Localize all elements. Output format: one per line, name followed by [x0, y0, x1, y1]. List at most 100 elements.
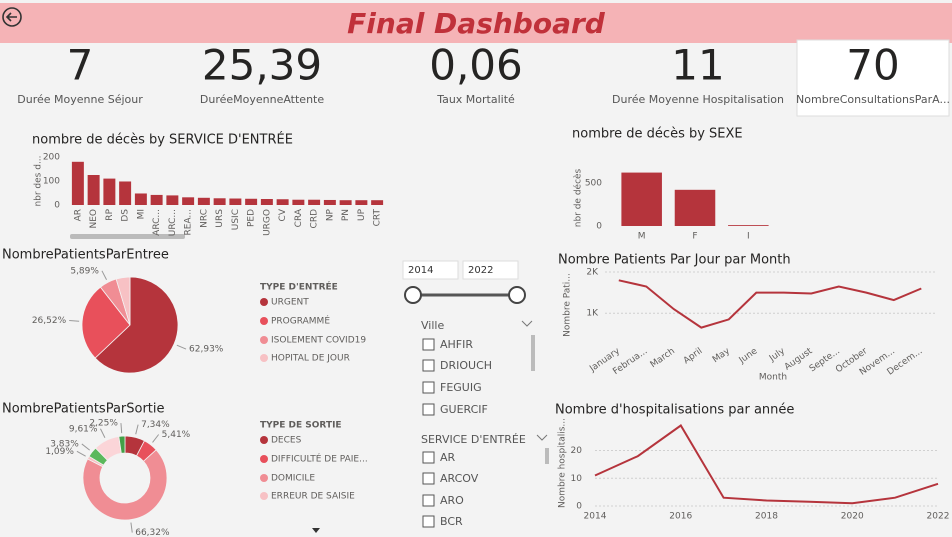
leader-line — [81, 443, 90, 451]
legend-swatch — [260, 298, 268, 306]
checkbox[interactable] — [422, 494, 435, 507]
data-label: 2,25% — [89, 419, 118, 429]
x-tick-label: 2018 — [755, 512, 778, 522]
bar — [103, 178, 116, 205]
x-tick-label: UP — [357, 208, 367, 221]
chart-title: nombre de décès by SEXE — [572, 127, 743, 142]
slicer-item[interactable]: AHFIR — [440, 338, 473, 351]
legend-swatch — [260, 455, 268, 463]
checkbox[interactable] — [422, 338, 435, 351]
checkbox[interactable] — [422, 359, 435, 372]
legend-label: ISOLEMENT COVID19 — [271, 336, 366, 346]
x-tick-label: NRC — [199, 209, 209, 228]
leader-line — [76, 450, 86, 457]
bar — [229, 198, 242, 205]
slider-handle[interactable] — [404, 286, 422, 304]
x-tick-label: 2020 — [841, 512, 864, 522]
x-tick-label: USIC — [231, 209, 241, 230]
bar — [150, 194, 163, 205]
y-tick-label: 2K — [586, 268, 599, 278]
chevron[interactable] — [521, 320, 533, 327]
kpi-card — [796, 39, 950, 117]
legend-swatch — [260, 436, 268, 444]
slicer-item[interactable]: ARCOV — [440, 472, 479, 485]
back-button[interactable] — [2, 7, 22, 27]
kpi-label: Taux Mortalité — [436, 93, 515, 106]
slicer-item[interactable]: BCR — [440, 515, 463, 528]
bar — [276, 199, 289, 205]
slicer-item[interactable]: AR — [440, 451, 456, 464]
back-circle[interactable] — [2, 7, 22, 27]
kpi-value: 25,39 — [202, 41, 322, 90]
data-label: 26,52% — [32, 316, 67, 326]
x-tick-label: RP — [105, 208, 115, 220]
x-tick-label: PN — [341, 209, 351, 221]
leader-line — [120, 423, 123, 434]
slicer-item[interactable]: GUERCIF — [440, 403, 488, 416]
date-from[interactable]: 2014 — [408, 265, 433, 276]
chevron[interactable] — [536, 434, 548, 441]
legend-label: DIFFICULTÉ DE PAIE... — [271, 453, 368, 465]
scrollbar[interactable] — [70, 234, 185, 239]
kpi-label: NombreConsultationsParA... — [796, 93, 950, 106]
legend-label: DOMICILE — [271, 474, 315, 484]
bar — [119, 181, 132, 205]
date-box[interactable] — [462, 260, 519, 280]
checkbox[interactable] — [422, 515, 435, 528]
x-tick-label: REA... — [184, 209, 194, 236]
scrollbar[interactable] — [531, 335, 535, 371]
slice — [115, 276, 131, 326]
back-arrow[interactable] — [5, 12, 17, 22]
slicer-item[interactable]: FEGUIG — [440, 381, 482, 394]
data-label: 5,41% — [162, 430, 191, 440]
data-label: 3,83% — [50, 439, 79, 449]
x-tick-label: URGO — [262, 209, 272, 236]
legend-title: TYPE DE SORTIE — [260, 421, 342, 431]
x-tick-label: URS — [215, 209, 225, 228]
legend-label: HOPITAL DE JOUR — [271, 354, 350, 364]
leader-line — [100, 428, 106, 438]
y-tick-label: 0 — [576, 502, 582, 512]
checkbox[interactable] — [422, 451, 435, 464]
checkbox[interactable] — [422, 381, 435, 394]
legend-swatch — [260, 492, 268, 500]
slicer-item[interactable]: ARO — [440, 494, 464, 507]
y-tick-label: 1K — [586, 309, 599, 319]
x-tick-label: MI — [136, 209, 146, 219]
bar — [213, 198, 226, 205]
legend-more[interactable] — [312, 528, 320, 533]
y-axis-label: nbr de décès — [573, 168, 584, 227]
checkbox[interactable] — [422, 403, 435, 416]
x-tick-label: URC... — [168, 209, 178, 236]
checkbox[interactable] — [422, 472, 435, 485]
chart-title: Nombre Patients Par Jour par Month — [558, 253, 791, 268]
bar — [339, 200, 352, 205]
leader-line — [130, 522, 133, 533]
legend-swatch — [260, 354, 268, 362]
chart-title: NombrePatientsParSortie — [2, 402, 165, 417]
data-label: 5,89% — [70, 266, 99, 276]
bar — [71, 161, 84, 205]
bar — [355, 200, 368, 205]
y-tick-label: 200 — [43, 153, 60, 163]
kpi-label: DuréeMoyenneAttente — [200, 93, 324, 106]
kpi-label: Durée Moyenne Séjour — [17, 93, 143, 106]
x-tick-label: ARC... — [152, 209, 162, 236]
date-to[interactable]: 2022 — [468, 265, 493, 276]
date-box[interactable] — [402, 260, 459, 280]
bar — [308, 199, 321, 205]
bar — [323, 199, 336, 205]
x-tick-label: CRD — [310, 209, 320, 229]
chart-title: Nombre d'hospitalisations par année — [555, 403, 794, 418]
slider-handle[interactable] — [508, 286, 526, 304]
x-tick-label: CV — [278, 208, 288, 221]
slice — [94, 276, 179, 374]
line — [594, 424, 939, 505]
scrollbar[interactable] — [545, 448, 549, 464]
slicer-item[interactable]: DRIOUCH — [440, 359, 492, 372]
bar — [166, 195, 179, 205]
leader-line — [101, 270, 107, 280]
x-tick-label: 2014 — [584, 512, 607, 522]
leader-line — [69, 319, 80, 322]
